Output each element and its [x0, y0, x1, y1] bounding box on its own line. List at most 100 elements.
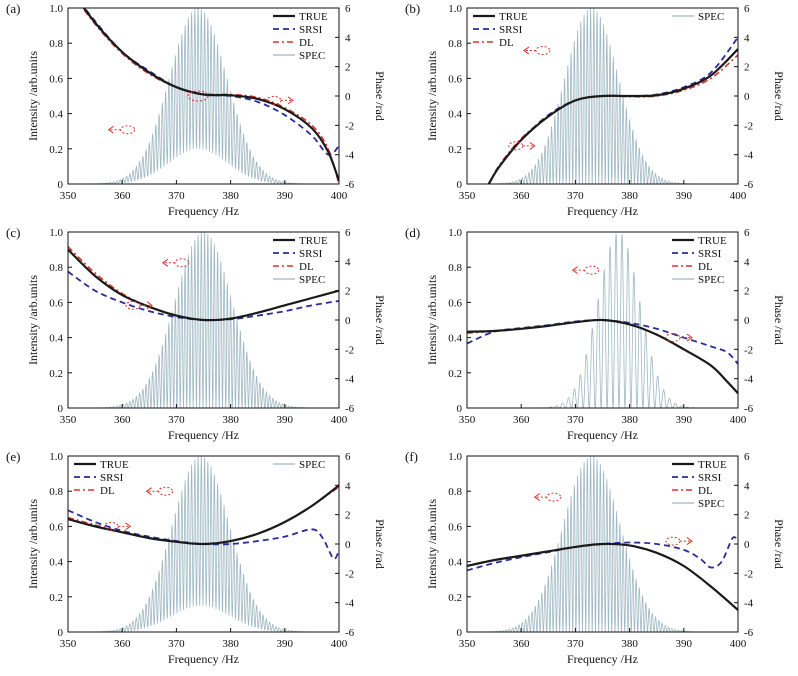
x-tick-label: 360: [114, 190, 131, 202]
y-left-tick-label: 0.6: [448, 297, 462, 309]
y-right-axis-label: Phase /rad: [772, 519, 786, 569]
y-left-tick-label: 1.0: [49, 451, 63, 463]
y-left-tick-label: 0.8: [448, 262, 462, 274]
x-tick-label: 350: [459, 414, 476, 426]
curve-marker-ellipse: [584, 265, 600, 275]
y-left-tick-label: 0.6: [448, 521, 462, 533]
y-right-tick-label: 2: [744, 286, 750, 298]
y-left-tick-label: 0.2: [448, 592, 462, 604]
arrow-head: [125, 522, 132, 531]
y-right-axis-label: Phase /rad: [373, 519, 387, 569]
y-right-tick-label: 4: [345, 256, 351, 268]
y-left-tick-label: 0.2: [448, 368, 462, 380]
legend-label-srsi: SRSI: [100, 472, 124, 484]
legend-label-dl: DL: [100, 485, 115, 497]
curve-marker-ellipse: [665, 333, 681, 343]
curve-marker-ellipse: [187, 90, 209, 102]
y-right-tick-label: 2: [744, 62, 750, 74]
true-series-line: [68, 248, 339, 322]
y-left-axis-label: Intensity /arb.units: [26, 51, 40, 141]
y-right-tick-label: -2: [345, 120, 354, 132]
x-tick-label: 350: [60, 414, 77, 426]
y-right-tick-label: 2: [345, 286, 351, 298]
y-right-tick-label: -2: [345, 344, 354, 356]
y-right-tick-label: 6: [744, 451, 750, 463]
x-tick-label: 400: [331, 414, 348, 426]
x-tick-label: 380: [621, 190, 638, 202]
y-right-tick-label: 2: [345, 510, 351, 522]
panel-label: (f): [405, 449, 418, 464]
y-right-tick-label: 4: [744, 32, 750, 44]
y-right-tick-label: 0: [345, 539, 351, 551]
legend-label-dl: DL: [299, 261, 314, 273]
x-tick-label: 400: [730, 190, 747, 202]
axis-indicator-arrow-right: [266, 95, 294, 105]
curve-marker-ellipse: [546, 492, 562, 502]
legend-label-true: TRUE: [100, 459, 129, 471]
axis-indicator-arrow-right: [665, 536, 693, 546]
legend-label-srsi: SRSI: [299, 248, 323, 260]
x-axis-label: Frequency /Hz: [567, 652, 638, 666]
y-right-tick-label: -4: [744, 150, 754, 162]
legend-label-srsi: SRSI: [499, 24, 523, 36]
y-left-tick-label: 0.2: [49, 592, 63, 604]
y-right-tick-label: 4: [744, 480, 750, 492]
true-series-line: [467, 542, 738, 611]
panel-label: (d): [405, 225, 420, 240]
y-right-tick-label: 4: [744, 256, 750, 268]
y-left-axis-label: Intensity /arb.units: [26, 499, 40, 589]
axis-indicator-arrow-right: [103, 521, 132, 531]
axis-indicator-arrow-left: [523, 46, 551, 56]
y-right-tick-label: 6: [744, 227, 750, 239]
chart-svg: 350 360 370 380 390 400 0 0.2 0.4 0.6 0.8 1.0 -6 -4 -2…: [405, 449, 786, 666]
legend-label-spec: SPEC: [698, 498, 724, 510]
y-right-tick-label: 6: [345, 451, 351, 463]
y-right-axis-label: Phase /rad: [373, 295, 387, 345]
arrow-head: [287, 96, 294, 105]
legend-label-spec: SPEC: [299, 274, 325, 286]
y-left-tick-label: 1.0: [49, 3, 63, 15]
x-tick-label: 400: [331, 638, 348, 650]
y-left-tick-label: 0.4: [49, 109, 63, 121]
arrow-head: [529, 141, 536, 150]
x-tick-label: 400: [730, 414, 747, 426]
x-tick-label: 370: [168, 414, 185, 426]
x-tick-label: 350: [60, 638, 77, 650]
y-right-tick-label: -6: [345, 627, 355, 639]
y-left-axis-label: Intensity /arb.units: [425, 275, 439, 365]
y-right-tick-label: 4: [345, 480, 351, 492]
chart-panel-f: 350 360 370 380 390 400 0 0.2 0.4 0.6 0.8 1.0 -6 -4 -2…: [399, 448, 798, 671]
legend-label-srsi: SRSI: [299, 24, 323, 36]
x-tick-label: 400: [730, 638, 747, 650]
y-right-tick-label: -6: [345, 179, 355, 191]
y-left-tick-label: 0.8: [448, 38, 462, 50]
true-series-line: [487, 48, 738, 184]
chart-svg: 350 360 370 380 390 400 0 0.2 0.4 0.6 0.8 1.0 -6 -4 -2…: [6, 1, 387, 218]
y-right-axis-label: Phase /rad: [373, 71, 387, 121]
legend-label-dl: DL: [698, 261, 713, 273]
arrow-head: [686, 537, 693, 545]
y-right-tick-label: -4: [345, 598, 355, 610]
y-left-tick-label: 0.4: [49, 557, 63, 569]
x-tick-label: 370: [168, 638, 185, 650]
y-right-tick-label: -6: [744, 627, 754, 639]
true-series-line: [82, 8, 339, 182]
y-right-axis-label: Phase /rad: [772, 71, 786, 121]
legend-label-srsi: SRSI: [698, 248, 722, 260]
y-left-tick-label: 0.8: [49, 486, 63, 498]
srsi-series-line: [68, 509, 339, 560]
y-left-tick-label: 0.2: [49, 368, 63, 380]
legend-label-spec: SPEC: [299, 50, 325, 62]
arrow-head: [686, 333, 693, 342]
x-tick-label: 360: [513, 190, 530, 202]
y-left-tick-label: 0: [58, 179, 64, 191]
arrow-head: [161, 258, 169, 267]
arrow-head: [523, 46, 530, 55]
curve-marker-ellipse: [158, 486, 174, 496]
y-right-tick-label: -4: [744, 374, 754, 386]
y-right-tick-label: 6: [345, 3, 351, 15]
